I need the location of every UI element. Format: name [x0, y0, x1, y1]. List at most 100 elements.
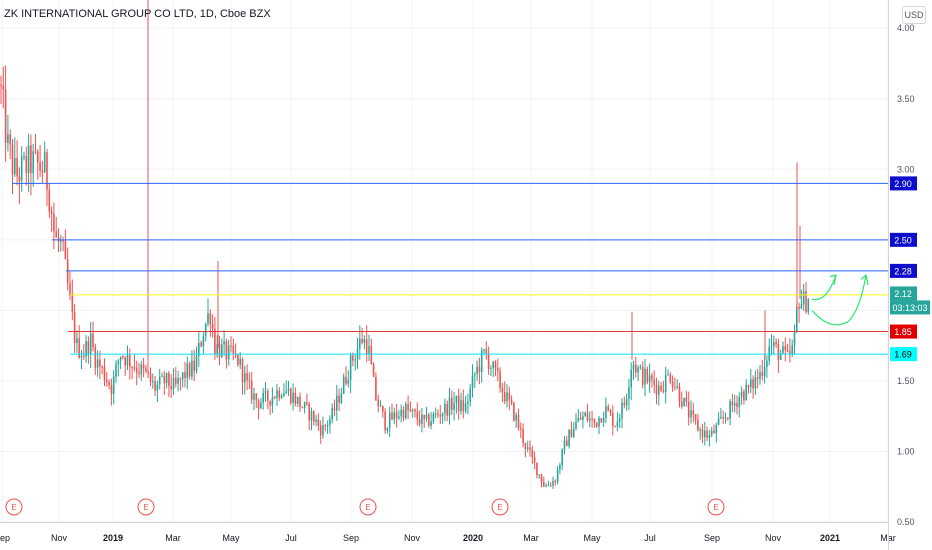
- candle-body: [310, 411, 313, 421]
- candle-body: [501, 388, 504, 393]
- candle-body: [257, 400, 260, 409]
- last-price-badge: [890, 286, 917, 301]
- candle-body: [172, 377, 175, 390]
- candle-body: [326, 425, 329, 427]
- candle-body: [497, 368, 499, 372]
- candle-body: [23, 156, 25, 158]
- candle-body: [591, 418, 593, 420]
- candle-body: [398, 416, 400, 419]
- currency-button[interactable]: USD: [902, 6, 926, 24]
- candle-body: [186, 363, 189, 379]
- candle-body: [747, 384, 750, 388]
- candle-body: [308, 404, 310, 421]
- candle-body: [122, 356, 124, 358]
- candle-body: [7, 134, 9, 143]
- candle-body: [568, 429, 570, 447]
- candle-body: [791, 345, 793, 355]
- candle-body: [370, 346, 373, 365]
- candle-body: [715, 424, 718, 434]
- candle-body: [717, 418, 720, 425]
- candle-body: [292, 392, 294, 403]
- candle-body: [103, 367, 106, 381]
- candle-body: [395, 412, 398, 419]
- candle-body: [575, 421, 577, 429]
- candle-body: [708, 435, 711, 438]
- candle-body: [687, 402, 690, 418]
- candle-body: [510, 399, 513, 403]
- candle-body: [425, 414, 428, 419]
- candle-body: [83, 356, 85, 358]
- candle-body: [759, 372, 761, 379]
- candle-body: [372, 364, 375, 377]
- earnings-marker-label: E: [143, 503, 148, 512]
- earnings-marker: [491, 498, 509, 516]
- candle-body: [158, 376, 161, 385]
- candle-body: [598, 418, 600, 427]
- candle-body: [805, 291, 807, 313]
- candle-body: [375, 376, 377, 400]
- candle-body: [522, 429, 524, 443]
- candle-body: [720, 417, 722, 419]
- candle-body: [602, 417, 605, 423]
- candle-body: [345, 376, 347, 384]
- candle-body: [255, 393, 258, 401]
- candle-body: [131, 367, 133, 369]
- candle-body: [756, 377, 759, 379]
- candle-body: [646, 368, 649, 383]
- candle-body: [595, 422, 598, 427]
- candle-body: [11, 144, 14, 175]
- candle-body: [126, 354, 129, 366]
- candle-body: [586, 412, 589, 421]
- price-level-badge: [890, 232, 917, 247]
- projection-arrows: [811, 273, 869, 326]
- x-tick-label: 2021: [820, 533, 840, 543]
- candle-body: [175, 377, 177, 384]
- candle-body: [630, 369, 632, 388]
- candle-body: [770, 346, 773, 348]
- candle-body: [37, 151, 39, 163]
- candle-body: [570, 429, 573, 438]
- candle-body: [471, 375, 474, 389]
- candle-body: [287, 388, 290, 392]
- x-tick-label: Mar: [523, 533, 539, 543]
- candle-body: [202, 336, 205, 347]
- candle-body: [676, 386, 678, 388]
- candle-body: [248, 379, 251, 382]
- up-arrow-head: [829, 274, 837, 286]
- candle-body: [110, 385, 113, 394]
- candle-body: [55, 231, 57, 238]
- candle-body: [605, 406, 607, 418]
- candle-body: [729, 401, 731, 419]
- candle-body: [273, 397, 276, 399]
- candle-body: [653, 379, 655, 385]
- candle-body: [112, 376, 115, 394]
- candle-body: [637, 367, 639, 373]
- price-level-label: 1.69: [894, 350, 912, 360]
- candle-body: [745, 384, 747, 401]
- candle-body: [405, 404, 407, 418]
- candle-body: [244, 373, 246, 383]
- x-tick-label: Sep: [343, 533, 359, 543]
- countdown-badge: [890, 300, 930, 315]
- candle-body: [464, 403, 467, 412]
- candle-body: [225, 341, 228, 360]
- candle-body: [216, 344, 218, 354]
- candle-body: [198, 342, 200, 357]
- candle-body: [239, 358, 241, 365]
- x-tick-label: May: [222, 533, 240, 543]
- candle-body: [536, 462, 538, 475]
- candle-body: [416, 411, 419, 420]
- x-tick-label: May: [583, 533, 601, 543]
- candle-body: [492, 361, 494, 368]
- candle-body: [641, 367, 644, 385]
- candle-body: [722, 417, 724, 419]
- candle-body: [34, 151, 37, 153]
- candle-body: [423, 414, 425, 419]
- candle-body: [108, 382, 110, 386]
- candle-body: [260, 402, 262, 409]
- candle-body: [20, 156, 23, 182]
- candle-body: [441, 413, 444, 417]
- candle-body: [16, 158, 18, 177]
